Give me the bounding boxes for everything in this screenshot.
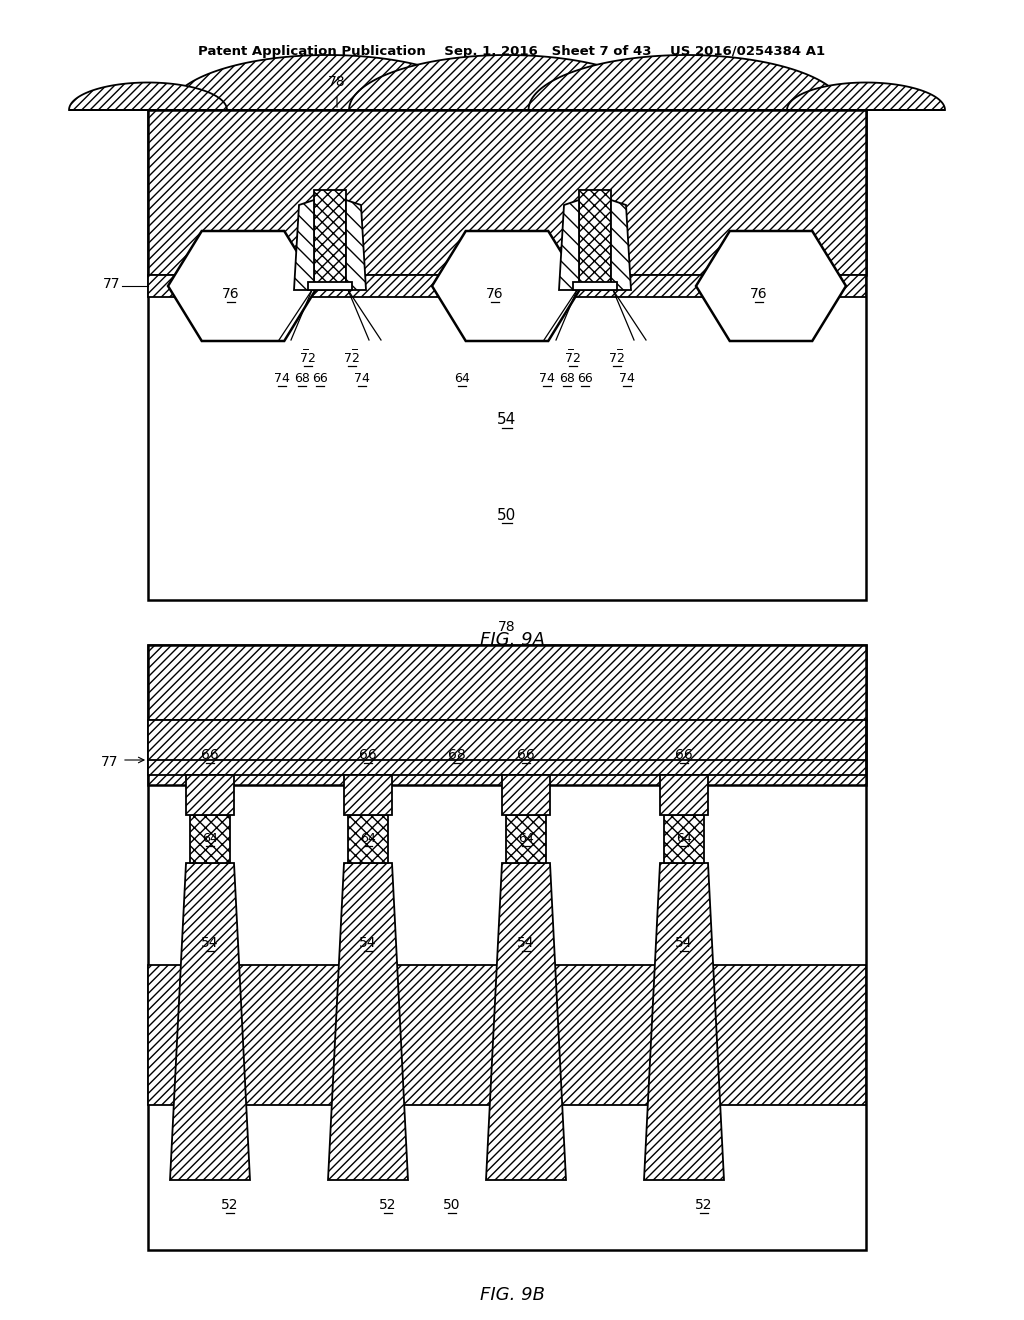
Text: 76: 76	[486, 286, 504, 301]
Text: 74: 74	[620, 372, 635, 385]
Text: 72: 72	[300, 352, 316, 366]
Text: 54: 54	[359, 936, 377, 950]
Bar	[344, 775, 392, 814]
Bar	[506, 814, 546, 863]
Text: 78: 78	[328, 75, 346, 88]
Text: 74: 74	[354, 372, 370, 385]
Bar	[148, 719, 866, 775]
Polygon shape	[346, 201, 366, 290]
Text: 74: 74	[274, 372, 290, 385]
Text: 66: 66	[312, 372, 328, 385]
Polygon shape	[170, 55, 485, 110]
Text: 66: 66	[359, 748, 377, 762]
Polygon shape	[432, 231, 582, 341]
Text: 52: 52	[221, 1199, 239, 1212]
Text: 54: 54	[498, 412, 517, 428]
Text: 66: 66	[578, 372, 593, 385]
Text: 72: 72	[344, 352, 360, 366]
Bar	[502, 775, 550, 814]
Text: 64: 64	[518, 833, 534, 846]
Bar	[148, 965, 866, 1105]
Text: 76: 76	[751, 286, 768, 301]
Polygon shape	[528, 55, 845, 110]
Polygon shape	[787, 83, 945, 110]
Text: 54: 54	[675, 936, 693, 950]
Polygon shape	[611, 201, 631, 290]
Bar	[190, 814, 230, 863]
Bar	[573, 282, 617, 290]
Polygon shape	[559, 201, 579, 290]
Bar	[579, 190, 611, 290]
Bar	[148, 275, 866, 297]
Bar	[308, 282, 352, 290]
Polygon shape	[168, 231, 318, 341]
Text: 68: 68	[449, 748, 466, 762]
Bar	[314, 190, 346, 290]
Text: 68: 68	[294, 372, 310, 385]
Text: 64: 64	[676, 833, 692, 846]
Text: 74: 74	[539, 372, 555, 385]
Bar	[660, 775, 708, 814]
Text: 77: 77	[101, 755, 119, 770]
Polygon shape	[696, 231, 846, 341]
Bar	[348, 814, 388, 863]
Bar	[148, 645, 866, 719]
Polygon shape	[294, 201, 314, 290]
Text: 66: 66	[201, 748, 219, 762]
Text: 52: 52	[695, 1199, 713, 1212]
Polygon shape	[170, 863, 250, 1180]
Text: 78: 78	[499, 620, 516, 634]
Text: FIG. 9B: FIG. 9B	[479, 1286, 545, 1304]
Polygon shape	[69, 83, 227, 110]
Polygon shape	[486, 863, 566, 1180]
Text: 66: 66	[675, 748, 693, 762]
Bar	[186, 775, 234, 814]
Bar	[148, 110, 866, 601]
Text: 66: 66	[517, 748, 535, 762]
Text: 50: 50	[443, 1199, 461, 1212]
Text: FIG. 9A: FIG. 9A	[479, 631, 545, 649]
Bar	[664, 814, 705, 863]
Text: 64: 64	[454, 372, 470, 385]
Text: 54: 54	[202, 936, 219, 950]
Text: 50: 50	[498, 507, 517, 523]
Text: 64: 64	[360, 833, 376, 846]
Polygon shape	[328, 863, 408, 1180]
Bar	[148, 110, 866, 275]
Text: 68: 68	[559, 372, 574, 385]
Bar	[148, 719, 866, 1250]
Bar	[148, 645, 866, 785]
Text: 76: 76	[222, 286, 240, 301]
Text: 52: 52	[379, 1199, 396, 1212]
Text: 77: 77	[103, 277, 121, 290]
Text: 64: 64	[202, 833, 218, 846]
Text: 54: 54	[517, 936, 535, 950]
Polygon shape	[349, 55, 665, 110]
Polygon shape	[644, 863, 724, 1180]
Text: Patent Application Publication    Sep. 1, 2016   Sheet 7 of 43    US 2016/025438: Patent Application Publication Sep. 1, 2…	[199, 45, 825, 58]
Text: 72: 72	[609, 352, 625, 366]
Text: 72: 72	[565, 352, 581, 366]
